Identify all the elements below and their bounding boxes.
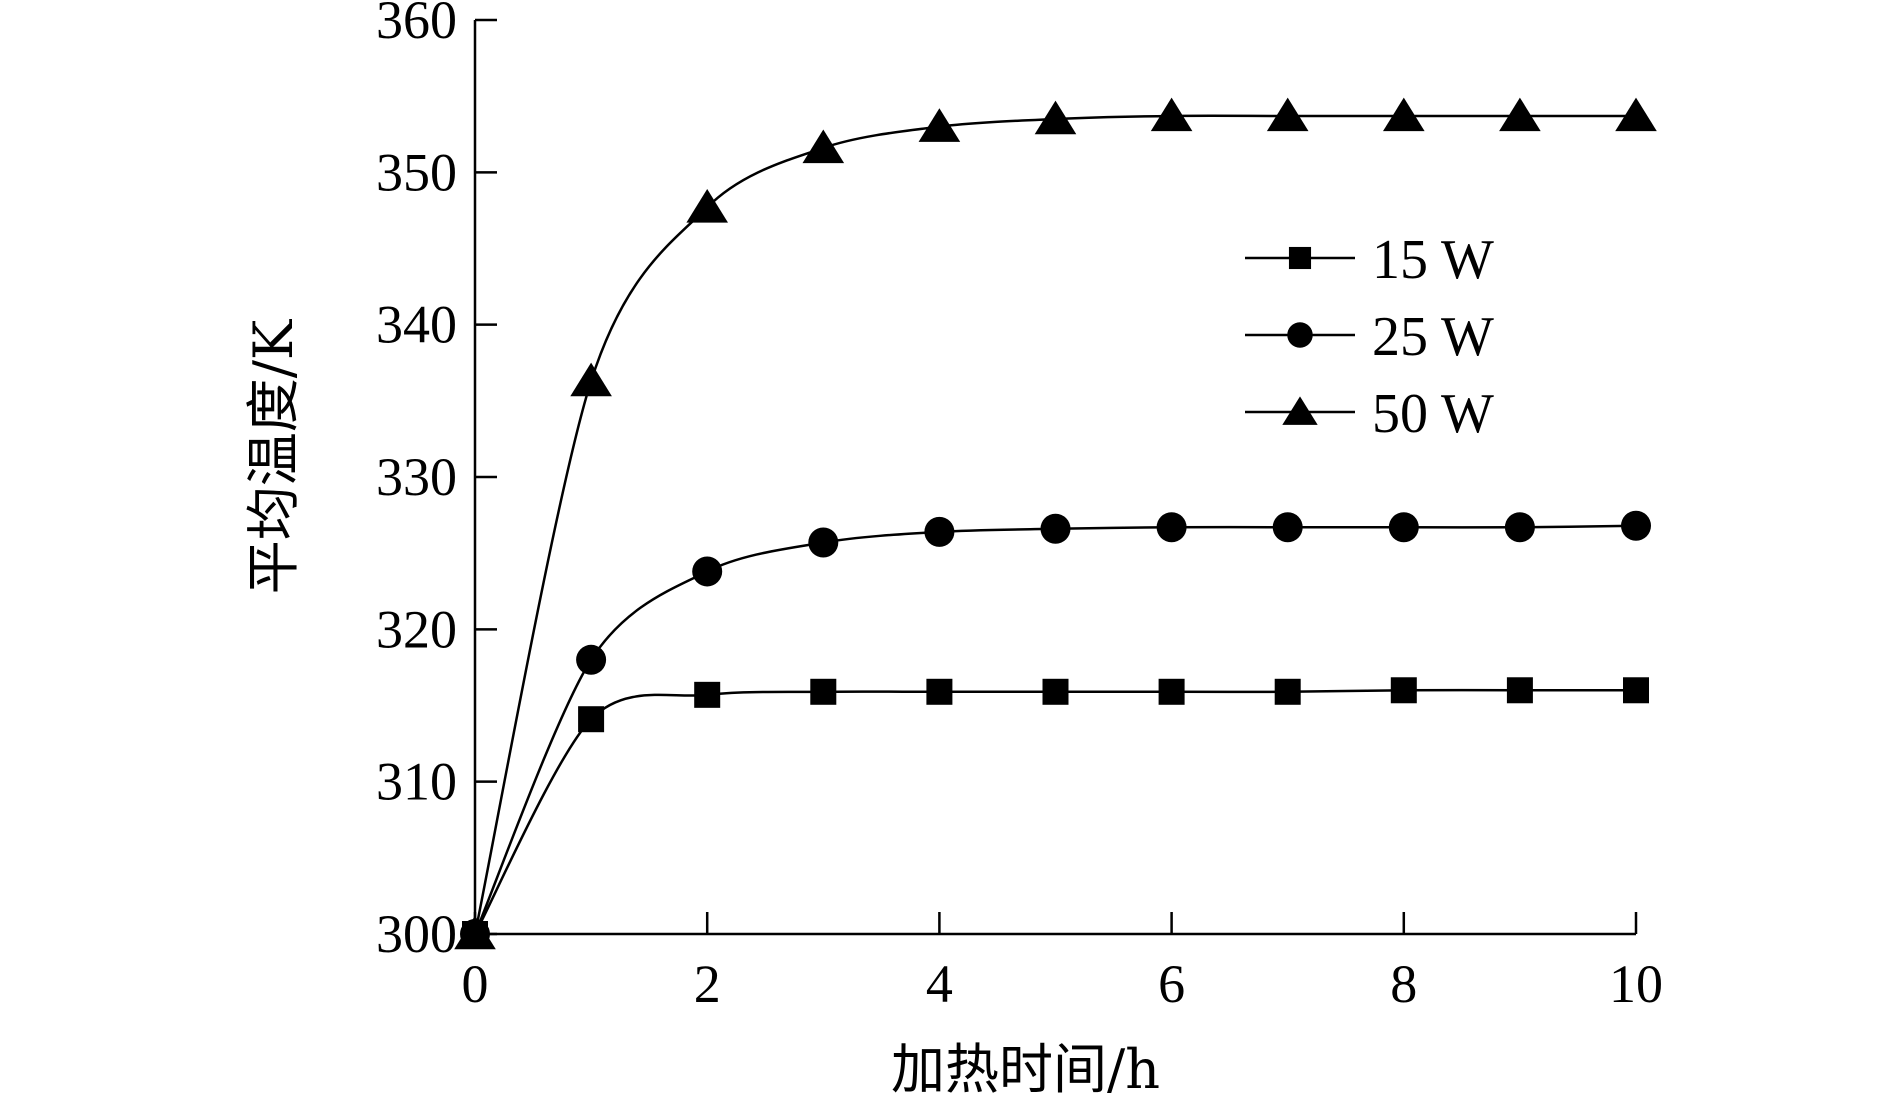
x-tick-label: 6: [1158, 954, 1185, 1014]
data-point: [1156, 512, 1187, 543]
legend-item: 15 W: [1245, 229, 1494, 291]
x-tick-label: 4: [926, 954, 953, 1014]
y-tick-label: 320: [376, 599, 457, 659]
legend-item: 25 W: [1245, 306, 1494, 368]
data-point: [454, 915, 496, 950]
data-point: [694, 681, 721, 708]
legend-marker: [1288, 246, 1312, 270]
data-point: [578, 706, 605, 733]
data-point: [1266, 97, 1309, 132]
data-point: [576, 644, 607, 675]
series-square: [462, 677, 1649, 947]
series-layer: [454, 97, 1657, 950]
data-point: [1499, 97, 1541, 132]
x-tick-label: 10: [1609, 954, 1663, 1014]
data-point: [570, 362, 612, 397]
y-tick-label: 360: [376, 0, 457, 50]
series-circle: [460, 510, 1651, 949]
series-line: [473, 688, 1636, 935]
data-point: [1034, 100, 1077, 135]
data-point: [686, 188, 728, 223]
data-point: [692, 556, 723, 587]
x-axis-title: 加热时间/h: [891, 1038, 1160, 1095]
data-point: [1040, 513, 1071, 544]
x-tick-label: 2: [694, 954, 721, 1014]
data-point: [918, 108, 961, 142]
data-point: [1390, 677, 1417, 704]
data-point: [924, 516, 955, 547]
legend-label: 15 W: [1372, 229, 1494, 291]
legend: 15 W 25 W 50 W: [1245, 229, 1494, 445]
y-tick-label: 340: [376, 295, 457, 355]
y-tick-label: 330: [376, 447, 457, 507]
y-tick-label: 300: [376, 904, 457, 964]
data-point: [1383, 97, 1425, 132]
series-triangle: [454, 97, 1657, 950]
data-point: [1615, 97, 1657, 132]
data-point: [1621, 510, 1651, 541]
axes: 300 310 320 330 340 350 360 0 2 4 6 8 10: [376, 0, 1663, 1014]
data-point: [1158, 678, 1185, 705]
data-point: [1388, 512, 1419, 543]
legend-item: 50 W: [1245, 383, 1494, 445]
data-point: [802, 129, 845, 164]
data-point: [1042, 678, 1069, 705]
legend-marker: [1287, 322, 1313, 348]
legend-label: 25 W: [1372, 306, 1494, 368]
y-axis-title: 平均温度/K: [242, 318, 305, 594]
data-point: [808, 527, 839, 558]
legend-label: 50 W: [1372, 383, 1494, 445]
data-point: [926, 678, 953, 705]
y-tick-label: 350: [376, 142, 457, 202]
data-point: [1272, 512, 1303, 543]
legend-marker: [1282, 396, 1318, 425]
x-tick-label: 8: [1390, 954, 1417, 1014]
data-point: [1623, 677, 1649, 704]
series-line: [473, 524, 1637, 935]
data-point: [810, 678, 837, 705]
data-point: [1274, 678, 1301, 705]
data-point: [1150, 97, 1193, 132]
y-tick-label: 310: [376, 752, 457, 812]
data-point: [1504, 512, 1535, 543]
x-tick-label: 0: [462, 954, 489, 1014]
data-point: [1506, 677, 1533, 704]
